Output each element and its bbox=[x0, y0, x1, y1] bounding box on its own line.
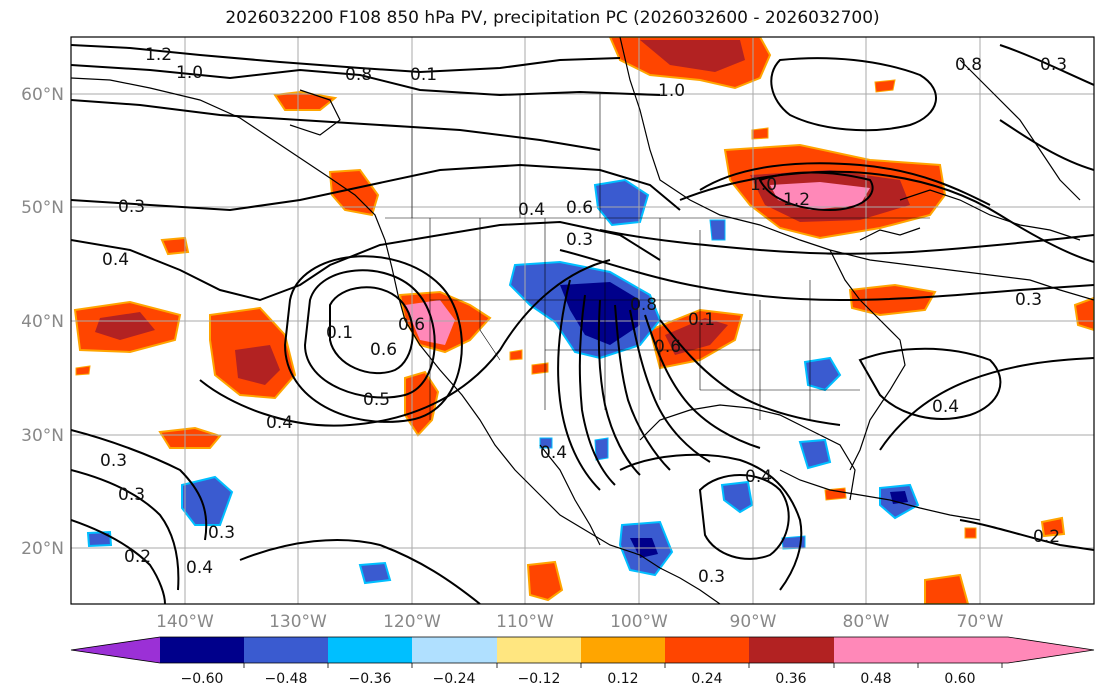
contour-label: 0.6 bbox=[398, 315, 425, 335]
contour-label: 0.4 bbox=[932, 397, 959, 417]
precipitation-positive-anomalies bbox=[73, 37, 1094, 604]
colorbar-extend-low bbox=[71, 637, 160, 663]
contour-label: 0.4 bbox=[102, 250, 129, 270]
lon-label: 100°W bbox=[610, 612, 668, 632]
contour-label: 0.5 bbox=[363, 390, 390, 410]
contour-label: 0.3 bbox=[118, 197, 145, 217]
lon-label: 140°W bbox=[156, 612, 214, 632]
colorbar-tick-label: −0.60 bbox=[181, 671, 224, 687]
map-title: 2026032200 F108 850 hPa PV, precipitatio… bbox=[225, 8, 880, 28]
colorbar-segment bbox=[328, 637, 412, 663]
map-frame bbox=[70, 36, 1095, 605]
colorbar-segment bbox=[665, 637, 749, 663]
contour-label: 0.3 bbox=[698, 567, 725, 587]
colorbar-segment bbox=[497, 637, 581, 663]
contour-label: 0.8 bbox=[345, 65, 372, 85]
contour-label: 0.1 bbox=[688, 310, 715, 330]
colorbar-tick-label: 0.24 bbox=[691, 671, 722, 687]
map-plot-area: 1.2 1.0 0.8 0.1 1.0 0.8 0.3 0.4 0.6 0.4 … bbox=[71, 37, 1094, 604]
colorbar-tick-label: −0.36 bbox=[349, 671, 392, 687]
pv-contours bbox=[71, 44, 1094, 604]
state-borders bbox=[385, 94, 930, 420]
lon-label: 90°W bbox=[730, 612, 777, 632]
contour-label: 1.0 bbox=[176, 63, 203, 83]
colorbar-segment bbox=[244, 637, 328, 663]
lon-label: 70°W bbox=[957, 612, 1004, 632]
contour-label: 1.2 bbox=[145, 45, 172, 65]
contour-label: 0.3 bbox=[566, 230, 593, 250]
lat-label: 30°N bbox=[21, 426, 64, 446]
contour-label: 0.3 bbox=[100, 451, 127, 471]
colorbar-segment bbox=[834, 637, 918, 663]
contour-label: 0.3 bbox=[118, 485, 145, 505]
contour-label: 0.3 bbox=[208, 523, 235, 543]
contour-label: 0.6 bbox=[654, 337, 681, 357]
contour-label: 0.4 bbox=[186, 558, 213, 578]
lat-label: 50°N bbox=[21, 198, 64, 218]
lon-label: 120°W bbox=[383, 612, 441, 632]
contour-label: 0.3 bbox=[1040, 55, 1067, 75]
colorbar-segment bbox=[160, 637, 244, 663]
contour-label: 0.4 bbox=[518, 200, 545, 220]
lat-label: 60°N bbox=[21, 85, 64, 105]
contour-label: 0.8 bbox=[630, 295, 657, 315]
colorbar-segment bbox=[749, 637, 834, 663]
colorbar-tick-label: −0.12 bbox=[518, 671, 561, 687]
lat-label: 20°N bbox=[21, 539, 64, 559]
lon-label: 80°W bbox=[843, 612, 890, 632]
contour-label: 0.1 bbox=[326, 323, 353, 343]
contour-label: 0.3 bbox=[1015, 290, 1042, 310]
longitude-labels: 140°W 130°W 120°W 110°W 100°W 90°W 80°W … bbox=[156, 612, 1004, 632]
colorbar-extend-high bbox=[918, 637, 1094, 663]
latitude-labels: 60°N 50°N 40°N 30°N 20°N bbox=[21, 85, 64, 559]
colorbar: −0.60 −0.48 −0.36 −0.24 −0.12 0.12 0.24 … bbox=[70, 636, 1095, 687]
contour-label: 0.2 bbox=[1033, 527, 1060, 547]
contour-label: 0.1 bbox=[410, 65, 437, 85]
contour-label: 0.4 bbox=[540, 443, 567, 463]
colorbar-tick-label: −0.24 bbox=[433, 671, 476, 687]
contour-label: 1.2 bbox=[783, 190, 810, 210]
contour-label: 0.8 bbox=[955, 55, 982, 75]
lon-label: 110°W bbox=[496, 612, 554, 632]
colorbar-tick-label: 0.48 bbox=[860, 671, 891, 687]
contour-label: 0.6 bbox=[370, 340, 397, 360]
colorbar-segment bbox=[581, 637, 665, 663]
colorbar-tick-label: −0.48 bbox=[265, 671, 308, 687]
lon-label: 130°W bbox=[269, 612, 327, 632]
contour-labels: 1.2 1.0 0.8 0.1 1.0 0.8 0.3 0.4 0.6 0.4 … bbox=[100, 45, 1067, 587]
contour-label: 0.4 bbox=[745, 467, 772, 487]
contour-label: 1.0 bbox=[750, 175, 777, 195]
colorbar-tick-label: 0.12 bbox=[607, 671, 638, 687]
coastlines bbox=[71, 37, 1094, 604]
contour-label: 0.6 bbox=[566, 198, 593, 218]
lat-label: 40°N bbox=[21, 312, 64, 332]
colorbar-segment bbox=[412, 637, 497, 663]
colorbar-tick-label: 0.36 bbox=[775, 671, 806, 687]
contour-label: 0.4 bbox=[266, 413, 293, 433]
colorbar-tick-label: 0.60 bbox=[944, 671, 975, 687]
contour-label: 0.2 bbox=[124, 547, 151, 567]
contour-label: 1.0 bbox=[658, 81, 685, 101]
